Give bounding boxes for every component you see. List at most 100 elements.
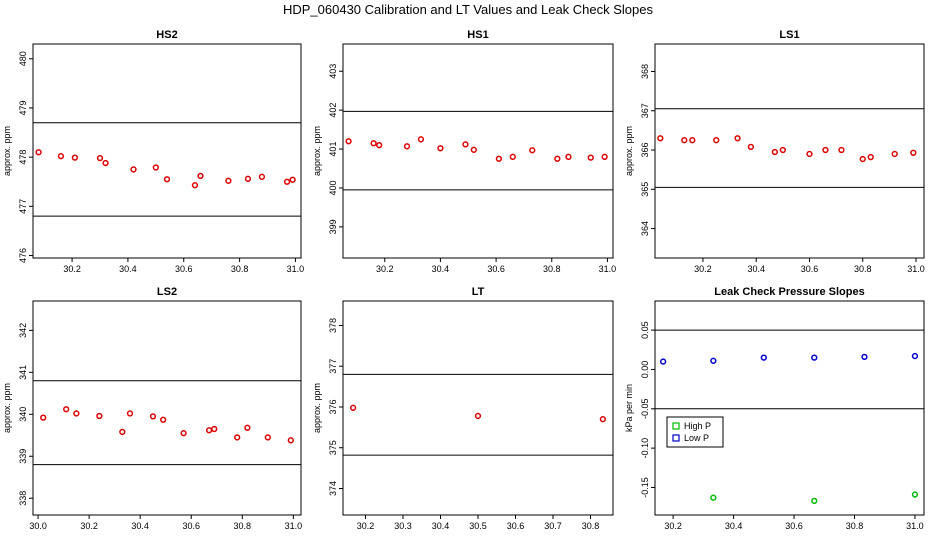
- y-tick-label: 402: [328, 103, 338, 118]
- chart-title: Leak Check Pressure Slopes: [714, 286, 864, 298]
- data-point: [806, 150, 813, 158]
- data-point: [244, 424, 251, 431]
- chart-title: LT: [472, 286, 485, 298]
- y-tick-label: 374: [328, 481, 338, 496]
- data-point: [509, 153, 516, 160]
- data-point: [163, 176, 171, 183]
- y-tick-label: 401: [328, 142, 338, 157]
- data-point: [734, 135, 741, 142]
- chart-hs1: HS1 approx. ppm 30.2 30.4 30.6 30.8 31.0 399 400…: [312, 29, 616, 274]
- data-point: [529, 147, 536, 154]
- x-tick-label: 30.2: [357, 521, 375, 531]
- plot-frame: [32, 43, 302, 259]
- x-tick-label: 30.4: [432, 521, 450, 531]
- data-point: [417, 136, 425, 143]
- y-axis-label: kPa per min: [624, 384, 634, 432]
- x-tick-label: 30.3: [394, 521, 412, 531]
- x-tick-label: 30.2: [80, 521, 98, 531]
- data-point: [601, 153, 608, 160]
- data-point: [119, 428, 126, 436]
- chart-hs2: HS2 approx. ppm 30.2 30.4 30.6 30.8 31.0 476 477…: [2, 29, 304, 274]
- data-point: [244, 175, 252, 182]
- data-point: [565, 153, 572, 160]
- data-point: [96, 154, 104, 162]
- data-point: [599, 416, 607, 423]
- data-point: [713, 137, 720, 144]
- data-point: [180, 430, 187, 437]
- y-tick-label: -0.05: [640, 399, 650, 420]
- data-point: [838, 146, 845, 154]
- data-point: [710, 494, 717, 501]
- data-point: [689, 137, 696, 144]
- x-tick-label: 31.0: [907, 264, 925, 274]
- x-tick-label: 30.6: [182, 521, 200, 531]
- data-point: [370, 140, 377, 147]
- data-point: [771, 148, 779, 156]
- data-point: [891, 150, 898, 158]
- y-axis-label: approx. ppm: [312, 126, 322, 176]
- x-tick-label: 30.4: [131, 521, 149, 531]
- y-axis-label: approx. ppm: [624, 126, 634, 176]
- data-point: [197, 172, 204, 179]
- data-point: [811, 497, 818, 504]
- y-tick-label: 342: [18, 323, 28, 338]
- data-point: [554, 155, 561, 162]
- data-point: [35, 149, 42, 156]
- legend-label: Low P: [684, 433, 709, 443]
- data-point: [191, 182, 199, 189]
- y-tick-label: 367: [640, 103, 650, 118]
- data-point: [911, 491, 919, 498]
- data-point: [283, 178, 291, 185]
- data-point: [287, 437, 294, 444]
- x-tick-label: 30.5: [469, 521, 487, 531]
- y-tick-label: 366: [640, 143, 650, 158]
- x-tick-label: 30.2: [694, 264, 712, 274]
- data-point: [376, 142, 383, 149]
- x-tick-label: 30.8: [846, 521, 864, 531]
- x-tick-label: 30.4: [119, 264, 137, 274]
- y-axis-label: approx. ppm: [312, 383, 322, 433]
- data-point: [403, 143, 411, 150]
- y-axis-label: approx. ppm: [2, 383, 12, 433]
- legend-swatch: [672, 434, 680, 442]
- data-point: [225, 177, 232, 184]
- data-point: [681, 137, 688, 144]
- data-point: [130, 166, 137, 173]
- x-tick-label: 31.0: [599, 264, 617, 274]
- legend-swatch: [672, 422, 680, 430]
- data-point: [470, 146, 477, 153]
- data-point: [71, 154, 79, 161]
- data-point: [264, 434, 271, 441]
- data-point: [160, 416, 167, 423]
- data-point: [40, 414, 47, 421]
- x-tick-label: 30.2: [376, 264, 394, 274]
- data-point: [779, 146, 786, 154]
- data-point: [211, 425, 218, 433]
- y-tick-label: 0.00: [640, 361, 650, 379]
- chart-title: LS2: [157, 286, 177, 298]
- y-tick-label: 0.05: [640, 321, 650, 339]
- x-tick-label: 31.0: [285, 521, 303, 531]
- legend-box: [666, 416, 724, 448]
- chart-lt: LT approx. ppm 30.2 30.3 30.4 30.5 30.6 30.7 30.…: [312, 286, 614, 531]
- y-tick-label: 364: [640, 221, 650, 236]
- y-tick-label: 341: [18, 365, 28, 380]
- data-point: [822, 146, 829, 154]
- data-point: [867, 153, 874, 161]
- plot-frame: [654, 43, 925, 259]
- x-tick-label: 31.0: [287, 264, 305, 274]
- data-point: [73, 410, 80, 417]
- legend-label: High P: [684, 421, 711, 431]
- y-axis-label: approx. ppm: [2, 126, 12, 176]
- y-tick-label: 376: [328, 399, 338, 414]
- data-point: [861, 353, 868, 361]
- data-point: [63, 406, 70, 413]
- x-tick-label: 30.6: [175, 264, 193, 274]
- y-tick-label: 340: [18, 407, 28, 422]
- data-point: [57, 153, 65, 160]
- y-tick-label: -0.15: [640, 477, 650, 498]
- chart-title: HS2: [156, 29, 177, 41]
- x-tick-label: 30.6: [801, 264, 819, 274]
